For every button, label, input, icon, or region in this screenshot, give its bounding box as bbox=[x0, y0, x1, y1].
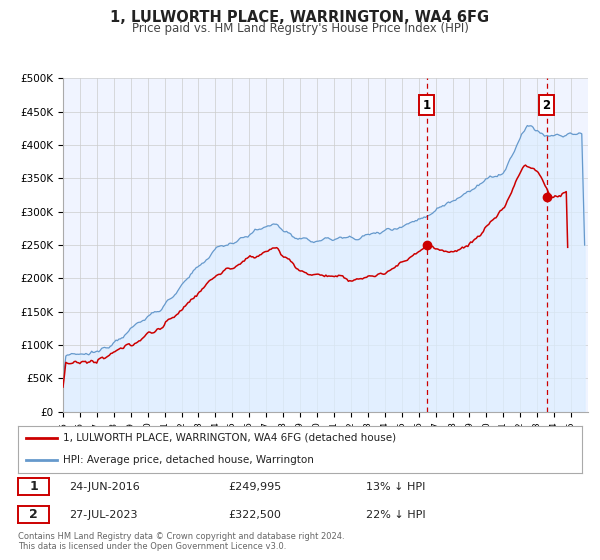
Text: 1, LULWORTH PLACE, WARRINGTON, WA4 6FG: 1, LULWORTH PLACE, WARRINGTON, WA4 6FG bbox=[110, 10, 490, 25]
Text: 1, LULWORTH PLACE, WARRINGTON, WA4 6FG (detached house): 1, LULWORTH PLACE, WARRINGTON, WA4 6FG (… bbox=[63, 432, 396, 442]
Text: 2: 2 bbox=[29, 508, 38, 521]
Text: 13% ↓ HPI: 13% ↓ HPI bbox=[366, 482, 425, 492]
Text: £322,500: £322,500 bbox=[228, 510, 281, 520]
Text: Contains HM Land Registry data © Crown copyright and database right 2024.
This d: Contains HM Land Registry data © Crown c… bbox=[18, 532, 344, 552]
Text: Price paid vs. HM Land Registry's House Price Index (HPI): Price paid vs. HM Land Registry's House … bbox=[131, 22, 469, 35]
Text: 22% ↓ HPI: 22% ↓ HPI bbox=[366, 510, 425, 520]
Text: 24-JUN-2016: 24-JUN-2016 bbox=[69, 482, 140, 492]
Text: £249,995: £249,995 bbox=[228, 482, 281, 492]
Text: 1: 1 bbox=[29, 480, 38, 493]
Text: 2: 2 bbox=[542, 99, 551, 111]
Text: 27-JUL-2023: 27-JUL-2023 bbox=[69, 510, 137, 520]
Text: HPI: Average price, detached house, Warrington: HPI: Average price, detached house, Warr… bbox=[63, 455, 314, 465]
Text: 1: 1 bbox=[423, 99, 431, 111]
